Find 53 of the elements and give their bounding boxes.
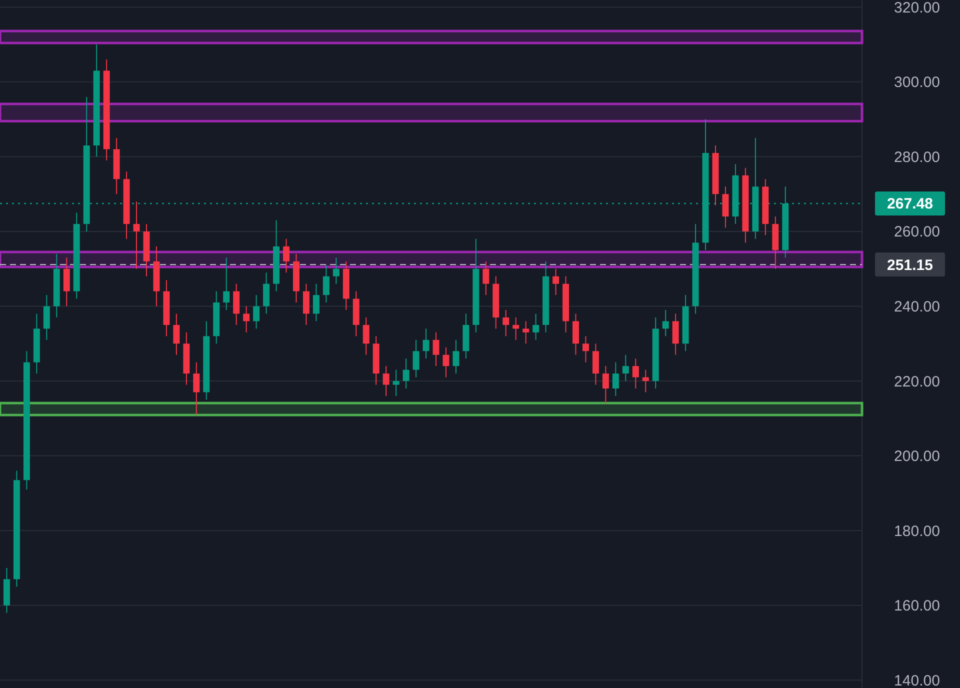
candlestick — [662, 309, 669, 337]
candlestick — [283, 238, 290, 274]
candlestick — [392, 369, 400, 396]
y-tick-label: 180.00 — [894, 522, 940, 540]
candlestick — [302, 283, 310, 326]
candlestick — [332, 257, 340, 284]
candlestick — [502, 309, 510, 337]
candlestick — [582, 336, 589, 363]
candlestick — [722, 186, 729, 228]
candlestick — [263, 272, 270, 314]
candlestick — [402, 358, 410, 389]
candlestick — [622, 354, 629, 382]
y-tick-label: 320.00 — [894, 0, 940, 16]
y-tick-label: 200.00 — [894, 448, 940, 466]
candlestick — [552, 268, 560, 296]
candlestick — [452, 339, 460, 374]
y-tick-label: 280.00 — [894, 148, 940, 166]
candlestick — [442, 346, 450, 378]
y-tick-label: 220.00 — [894, 373, 940, 390]
candlestick — [382, 366, 390, 396]
candlestick — [43, 294, 50, 340]
candlestick — [602, 366, 609, 404]
candlestick — [312, 283, 320, 322]
candlestick — [253, 294, 260, 330]
candlestick — [632, 358, 639, 389]
y-tick-label: 260.00 — [894, 224, 940, 241]
candlestick — [512, 316, 520, 340]
candlestick — [233, 283, 240, 326]
candlestick — [532, 313, 540, 340]
y-tick-label: 140.00 — [894, 672, 940, 688]
candlestick — [572, 313, 579, 356]
candlestick — [672, 313, 679, 356]
candlestick — [173, 313, 180, 356]
candlestick — [432, 332, 440, 367]
candlestick — [322, 264, 330, 303]
candlestick — [223, 257, 230, 310]
candlestick — [133, 201, 140, 270]
y-tick-label: 240.00 — [894, 298, 940, 316]
candlestick — [592, 343, 599, 386]
candlestick — [243, 306, 250, 333]
y-tick-label: 160.00 — [894, 598, 940, 615]
candlestick — [522, 320, 530, 344]
ref-line-label: 251.15 — [887, 256, 933, 274]
candlestick — [422, 328, 430, 360]
candlestick — [362, 316, 370, 356]
candlestick — [63, 257, 70, 307]
y-tick-label: 300.00 — [894, 74, 940, 92]
candlestick — [193, 362, 200, 416]
candlestick — [482, 260, 490, 296]
candlestick — [612, 362, 619, 396]
candlestick — [642, 369, 649, 393]
ref-line-label: 267.48 — [887, 196, 933, 213]
candlestick — [412, 339, 420, 378]
